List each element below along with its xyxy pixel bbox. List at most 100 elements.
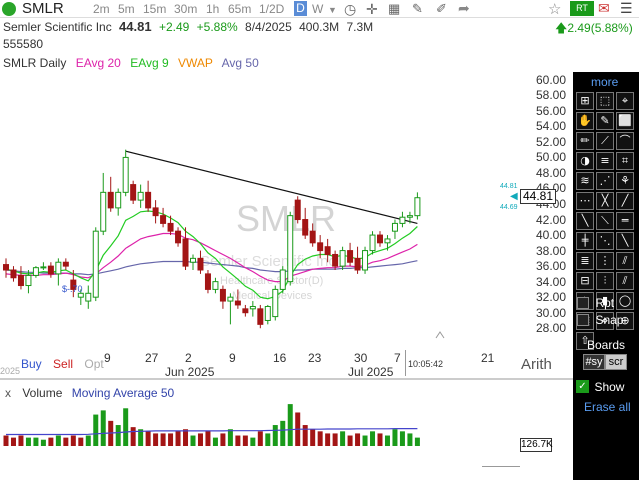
date-tick-27: 27 — [145, 351, 159, 365]
rt-badge[interactable]: RT — [570, 1, 594, 16]
hvline-tool-icon[interactable]: ╪ — [576, 232, 594, 250]
volume-bar — [257, 431, 263, 446]
pen-tool-icon[interactable]: ✎ — [596, 112, 614, 130]
select-tool-icon[interactable]: ⊞ — [576, 92, 594, 110]
star-icon[interactable]: ☆ — [548, 1, 562, 18]
hash-sy-button[interactable]: #sy — [583, 354, 605, 370]
volume-chart[interactable] — [0, 400, 520, 448]
show-option[interactable]: ✓ Show — [576, 378, 624, 396]
candle-body — [249, 305, 256, 310]
timeframe-daily[interactable]: D — [294, 1, 307, 16]
symbol-input[interactable]: SMLR — [22, 0, 64, 17]
brush-icon[interactable]: ✐ — [436, 1, 447, 16]
vdots-tool-icon[interactable]: ⋮ — [596, 252, 614, 270]
fan-tool-icon[interactable]: ⋰ — [596, 172, 614, 190]
wave-tool-icon[interactable]: ≋ — [576, 172, 594, 190]
candle-body — [77, 292, 84, 298]
arc-tool-icon[interactable]: ⌒ — [616, 132, 634, 150]
study-main[interactable]: SMLR Daily — [3, 56, 67, 70]
crosshair-tool-icon[interactable]: ⌖ — [616, 92, 634, 110]
diamond-tool-icon[interactable]: ⋄ — [596, 312, 614, 330]
candle-body — [47, 265, 54, 275]
dividend-annotation[interactable]: $-.70 — [62, 284, 83, 294]
timeframe-30m[interactable]: 30m — [174, 2, 198, 16]
diag-tool-icon[interactable]: ╲ — [576, 212, 594, 230]
more-link[interactable]: more — [591, 75, 619, 89]
volume-bar — [317, 431, 323, 446]
diag2-tool-icon[interactable]: ⟍ — [596, 212, 614, 230]
trade-buttons: Buy Sell Opt — [21, 357, 104, 371]
erase-all-link[interactable]: Erase all — [584, 400, 631, 414]
show-checkbox[interactable]: ✓ — [576, 380, 589, 394]
rpt-option[interactable]: Rpt — [577, 294, 614, 312]
buy-button[interactable]: Buy — [21, 357, 42, 371]
study-eavg20[interactable]: EAvg 20 — [75, 56, 121, 70]
fib-tool-icon[interactable]: ≣ — [576, 252, 594, 270]
scale-mode-label[interactable]: Arith — [521, 356, 552, 373]
timeframe-half-day[interactable]: 1/2D — [259, 2, 285, 16]
timeframe-1h[interactable]: 1h — [206, 2, 220, 16]
volume-bar — [205, 431, 211, 446]
candle-body — [219, 288, 226, 302]
snap-checkbox[interactable] — [577, 313, 589, 326]
grid-tool-icon[interactable]: ⌗ — [616, 152, 634, 170]
target-tool-icon[interactable]: ⊕ — [616, 312, 634, 330]
parallel-tool-icon[interactable]: ⫽ — [616, 252, 634, 270]
opt-button[interactable]: Opt — [84, 357, 104, 371]
timeframe-2m[interactable]: 2m — [93, 2, 110, 16]
timeframe-weekly[interactable]: W — [312, 2, 324, 16]
price-tick-label: 56.00 — [535, 103, 566, 118]
diag4-tool-icon[interactable]: ╲ — [616, 232, 634, 250]
timeframe-15m[interactable]: 15m — [143, 2, 167, 16]
study-avg50[interactable]: Avg 50 — [221, 56, 259, 70]
snap-label: Snap — [595, 313, 624, 327]
channel-tool-icon[interactable]: ≡ — [596, 152, 614, 170]
parallel2-tool-icon[interactable]: ⫽ — [616, 272, 634, 290]
volume-ma-study[interactable]: Moving Average 50 — [71, 386, 175, 400]
hline-tool-icon[interactable]: ═ — [616, 212, 634, 230]
share-icon[interactable]: ➦ — [458, 0, 470, 16]
bar-tool-icon[interactable]: ▮ — [596, 292, 614, 310]
dropdown-icon[interactable]: ▼ — [328, 5, 337, 15]
date-tick-7: 7 — [394, 351, 401, 365]
gann-tool-icon[interactable]: ⫶ — [596, 272, 614, 290]
grid-icon[interactable]: ▦ — [388, 1, 401, 16]
pane-separator[interactable] — [0, 378, 573, 380]
diag3-tool-icon[interactable]: ⋱ — [596, 232, 614, 250]
price-tick-label: 34.00 — [535, 274, 566, 289]
dots-tool-icon[interactable]: ⋯ — [576, 192, 594, 210]
study-eavg9[interactable]: EAvg 9 — [130, 56, 169, 70]
box-tool-icon[interactable]: ⊟ — [576, 272, 594, 290]
clock-icon[interactable]: ◷ — [344, 1, 357, 17]
scr-button[interactable]: scr — [605, 354, 627, 370]
ray-tool-icon[interactable]: ╱ — [616, 192, 634, 210]
pencil-tool-icon[interactable]: ✏ — [576, 132, 594, 150]
line-tool-icon[interactable]: ⟋ — [596, 132, 614, 150]
arrow-up-tool-icon[interactable]: ⇧ — [576, 332, 594, 350]
study-vwap[interactable]: VWAP — [178, 56, 213, 70]
hand-tool-icon[interactable]: ✋ — [576, 112, 594, 130]
timeframe-65m[interactable]: 65m — [228, 2, 252, 16]
close-pane-icon[interactable]: x — [5, 386, 11, 400]
cross-tool-icon[interactable]: ╳ — [596, 192, 614, 210]
volume-legend: x Volume Moving Average 50 — [5, 386, 174, 400]
price-axis[interactable]: 60.0058.0056.0054.0052.0050.0048.0046.00… — [520, 70, 573, 350]
rectangle-tool-icon[interactable]: ⬜ — [616, 112, 634, 130]
box-select-tool-icon[interactable]: ⬚ — [596, 92, 614, 110]
list-icon[interactable]: ☰ — [620, 0, 633, 16]
sell-button[interactable]: Sell — [53, 357, 74, 371]
ellipse-tool-icon[interactable]: ◯ — [616, 292, 634, 310]
circle-half-tool-icon[interactable]: ◑ — [576, 152, 594, 170]
bell-icon[interactable]: ✉ — [598, 0, 610, 16]
flower-tool-icon[interactable]: ⚘ — [616, 172, 634, 190]
rpt-checkbox[interactable] — [577, 296, 589, 309]
date-axis: 2025 9 27 2 9 16 23 30 7 21 Jun 2025 Jul… — [0, 349, 520, 379]
price-chart[interactable] — [0, 70, 520, 350]
volume-study[interactable]: Volume — [22, 386, 63, 400]
month-jun: Jun 2025 — [165, 365, 215, 379]
pen-icon[interactable]: ✎ — [412, 1, 423, 16]
crosshair-icon[interactable]: ✛ — [366, 1, 378, 17]
timeframe-5m[interactable]: 5m — [118, 2, 135, 16]
snap-option[interactable]: Snap — [577, 311, 623, 329]
date-trunc: 2025 — [0, 366, 21, 376]
